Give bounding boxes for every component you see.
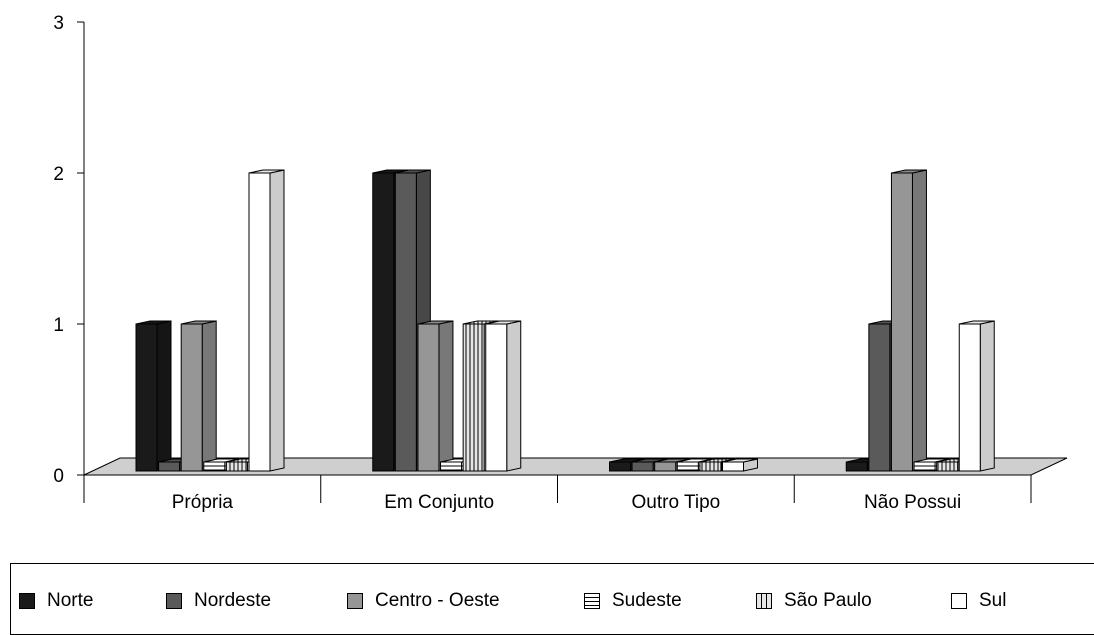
bar-front-face [936,461,959,472]
legend-swatch-sudeste [584,593,600,609]
bar-front-face [135,323,158,472]
legend-label-sul: Sul [979,590,1007,611]
bar-front-face [180,323,203,472]
bar-side-face [201,320,217,472]
bar-front-face [372,172,395,472]
bar-front-face [913,461,936,472]
bar-front-face [631,461,654,472]
x-tick-labels: Própria Em Conjunto Outro Tipo Não Possui [83,475,1032,513]
legend-swatch-norte [19,593,35,609]
bar-side-face [506,320,522,472]
legend-item-centro-oeste: Centro - Oeste [347,590,500,612]
bar-sul-em-conjunto [485,320,522,472]
bar-centro-oeste-em-conjunto [417,320,454,472]
y-ticks: 0 1 2 3 [53,13,84,487]
y-tick-label: 2 [53,164,64,185]
bar-front-face [676,461,699,472]
bar-side-face [156,320,172,472]
bar-sul-outro-tipo [722,458,758,472]
bar-front-face [722,461,744,472]
legend-swatch-centro-oeste [347,593,363,609]
bar-sul-nao-possui [958,320,995,472]
bar-front-face [609,461,631,472]
bar-front-face [890,172,913,472]
legend: Norte Nordeste Centro - Oeste Sudeste Sã… [10,563,1094,635]
x-tick-label: Própria [172,492,234,513]
bar-front-face [654,461,677,472]
bar-side-face [438,320,454,472]
bar-front-face [485,323,508,472]
bar-side-face [911,169,927,472]
bar-side-face [269,169,285,472]
y-tick-label: 1 [53,315,64,336]
bar-front-face [868,323,891,472]
legend-swatch-nordeste [166,593,182,609]
legend-item-sudeste: Sudeste [584,590,682,612]
x-tick-label: Em Conjunto [384,492,494,513]
legend-item-nordeste: Nordeste [166,590,271,612]
bar-front-face [158,461,181,472]
legend-item-sul: Sul [951,590,1006,612]
bar-front-face [440,461,463,472]
legend-label-nordeste: Nordeste [194,590,272,611]
bar-centro-oeste-nao-possui [890,169,927,472]
bar-front-face [417,323,440,472]
legend-label-centro-oeste: Centro - Oeste [375,590,500,611]
bar-front-face [394,172,417,472]
bar-front-face [225,461,248,472]
bar-front-face [462,323,485,472]
legend-item-sao-paulo: São Paulo [756,590,872,612]
bar-side-face [979,320,995,472]
bar-norte-propria [135,320,172,472]
legend-label-norte: Norte [47,590,94,611]
legend-item-norte: Norte [19,590,93,612]
chart-canvas: 0 1 2 3 Própria Em Conjunto Outro Tipo Não Pos… [53,13,1068,513]
legend-swatch-sul [951,593,967,609]
y-tick-label: 3 [53,13,64,34]
bars [135,169,995,472]
legend-label-sao-paulo: São Paulo [784,590,872,611]
bar-front-face [845,461,868,472]
bar-front-face [699,461,722,472]
bar-sul-propria [248,169,285,472]
bar-front-face [203,461,226,472]
legend-label-sudeste: Sudeste [612,590,682,611]
x-tick-label: Não Possui [864,492,961,513]
x-tick-label: Outro Tipo [632,492,721,513]
bar-centro-oeste-propria [180,320,217,472]
bar-front-face [248,172,271,472]
y-tick-label: 0 [53,466,64,487]
legend-swatch-sao-paulo [756,593,772,609]
bar-front-face [958,323,981,472]
